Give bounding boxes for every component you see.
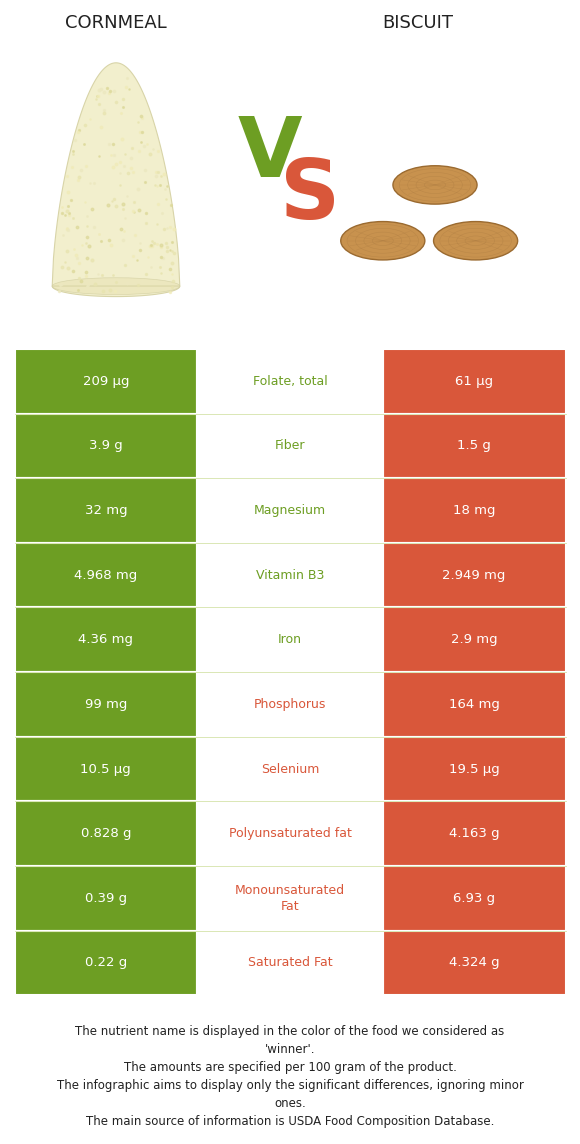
FancyBboxPatch shape — [197, 802, 383, 866]
Text: 4.36 mg: 4.36 mg — [78, 634, 133, 646]
FancyBboxPatch shape — [383, 931, 566, 995]
Text: The nutrient name is displayed in the color of the food we considered as
'winner: The nutrient name is displayed in the co… — [57, 1025, 523, 1128]
Text: Vitamin B3: Vitamin B3 — [256, 569, 324, 581]
FancyBboxPatch shape — [383, 673, 566, 737]
Text: 99 mg: 99 mg — [85, 698, 127, 710]
Text: 209 μg: 209 μg — [82, 375, 129, 388]
Text: Iron: Iron — [278, 634, 302, 646]
Text: 2.949 mg: 2.949 mg — [443, 569, 506, 581]
Text: V: V — [237, 113, 302, 194]
FancyBboxPatch shape — [14, 543, 197, 607]
FancyBboxPatch shape — [383, 802, 566, 866]
Text: 6.93 g: 6.93 g — [453, 892, 495, 905]
FancyBboxPatch shape — [197, 349, 383, 414]
Ellipse shape — [341, 222, 425, 260]
Text: Polyunsaturated fat: Polyunsaturated fat — [229, 827, 351, 840]
FancyBboxPatch shape — [197, 607, 383, 673]
Text: 19.5 μg: 19.5 μg — [449, 763, 499, 776]
Ellipse shape — [393, 166, 477, 204]
Text: 61 μg: 61 μg — [455, 375, 493, 388]
Text: Selenium: Selenium — [261, 763, 319, 776]
FancyBboxPatch shape — [383, 607, 566, 673]
FancyBboxPatch shape — [197, 543, 383, 607]
Text: 4.968 mg: 4.968 mg — [74, 569, 137, 581]
Text: 0.39 g: 0.39 g — [85, 892, 127, 905]
Text: 164 mg: 164 mg — [449, 698, 499, 710]
Text: BISCUIT: BISCUIT — [382, 14, 453, 32]
FancyBboxPatch shape — [197, 866, 383, 931]
Text: Folate, total: Folate, total — [253, 375, 327, 388]
Text: CORNMEAL: CORNMEAL — [65, 14, 167, 32]
Text: Magnesium: Magnesium — [254, 505, 326, 517]
FancyBboxPatch shape — [197, 414, 383, 478]
Text: Saturated Fat: Saturated Fat — [248, 956, 332, 969]
Text: 2.9 mg: 2.9 mg — [451, 634, 498, 646]
Text: S: S — [280, 154, 340, 236]
FancyBboxPatch shape — [14, 931, 197, 995]
Text: 0.22 g: 0.22 g — [85, 956, 127, 969]
Text: 4.324 g: 4.324 g — [449, 956, 499, 969]
Text: Fiber: Fiber — [275, 439, 305, 452]
FancyBboxPatch shape — [14, 414, 197, 478]
FancyBboxPatch shape — [197, 737, 383, 802]
Text: Phosphorus: Phosphorus — [254, 698, 326, 710]
FancyBboxPatch shape — [383, 478, 566, 543]
Text: 1.5 g: 1.5 g — [457, 439, 491, 452]
FancyBboxPatch shape — [383, 866, 566, 931]
FancyBboxPatch shape — [383, 349, 566, 414]
Ellipse shape — [52, 278, 180, 294]
FancyBboxPatch shape — [197, 673, 383, 737]
Text: 18 mg: 18 mg — [453, 505, 495, 517]
Text: 32 mg: 32 mg — [85, 505, 127, 517]
Text: 4.163 g: 4.163 g — [449, 827, 499, 840]
FancyBboxPatch shape — [14, 478, 197, 543]
FancyBboxPatch shape — [14, 607, 197, 673]
Ellipse shape — [433, 222, 517, 260]
FancyBboxPatch shape — [14, 802, 197, 866]
Text: Monounsaturated
Fat: Monounsaturated Fat — [235, 884, 345, 913]
FancyBboxPatch shape — [383, 414, 566, 478]
Text: 0.828 g: 0.828 g — [81, 827, 131, 840]
FancyBboxPatch shape — [197, 931, 383, 995]
FancyBboxPatch shape — [14, 673, 197, 737]
FancyBboxPatch shape — [197, 478, 383, 543]
FancyBboxPatch shape — [14, 737, 197, 802]
FancyBboxPatch shape — [14, 866, 197, 931]
FancyBboxPatch shape — [14, 349, 197, 414]
Text: 10.5 μg: 10.5 μg — [81, 763, 131, 776]
Text: 3.9 g: 3.9 g — [89, 439, 123, 452]
FancyBboxPatch shape — [383, 737, 566, 802]
Polygon shape — [52, 63, 180, 296]
FancyBboxPatch shape — [383, 543, 566, 607]
